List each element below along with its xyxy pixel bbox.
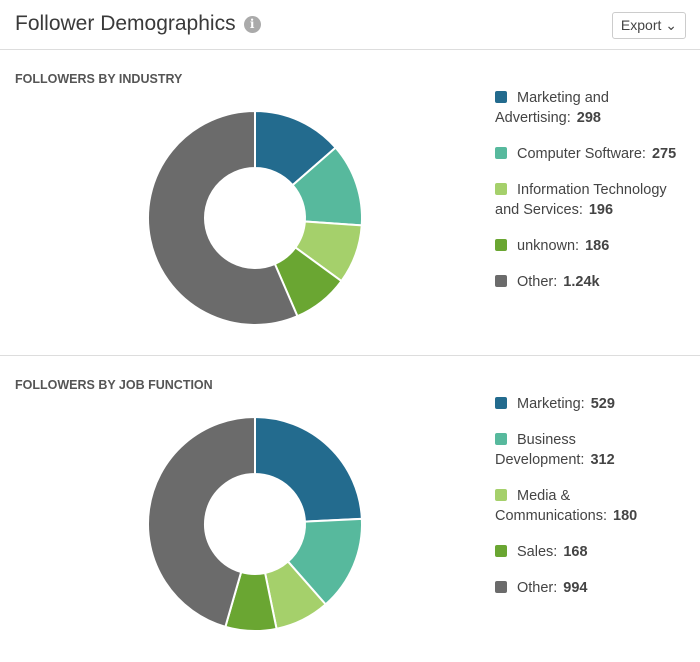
legend-label: Other: [517, 274, 558, 290]
legend-swatch [495, 239, 507, 251]
legend-item[interactable]: Other: 994 [495, 578, 685, 598]
legend-value: 1.24k [563, 274, 600, 290]
legend-value: 180 [613, 508, 638, 524]
legend-item[interactable]: Business Development: 312 [495, 430, 685, 470]
legend-value: 275 [651, 146, 677, 162]
legend-swatch [495, 433, 507, 445]
legend-item[interactable]: Other: 1.24k [495, 272, 685, 292]
legend-swatch [495, 275, 507, 287]
legend-label: Business Development: [495, 432, 585, 468]
legend-item[interactable]: Information Technology and Services: 196 [495, 180, 685, 220]
legend-swatch [495, 183, 507, 195]
legend-item[interactable]: Computer Software: 275 [495, 144, 685, 164]
industry-section: FOLLOWERS BY INDUSTRY Marketing and Adve… [0, 50, 700, 356]
job-function-section: FOLLOWERS BY JOB FUNCTION Marketing: 529 B… [0, 356, 700, 662]
legend: Marketing and Advertising: 298 Computer So… [495, 88, 685, 308]
donut-slice-other[interactable] [147, 109, 299, 326]
legend-item[interactable]: Media & Communications: 180 [495, 486, 685, 526]
header: Follower Demographics i Export ⌄ [0, 0, 700, 50]
legend-swatch [495, 91, 507, 103]
legend-value: 529 [590, 396, 615, 412]
legend-value: 298 [576, 110, 601, 126]
legend-item[interactable]: unknown: 186 [495, 236, 685, 256]
legend-item[interactable]: Sales: 168 [495, 542, 685, 562]
legend-label: Marketing and Advertising: [495, 90, 609, 126]
export-button[interactable]: Export ⌄ [611, 12, 686, 39]
info-icon[interactable]: i [243, 16, 261, 33]
job-function-donut-chart [147, 415, 363, 632]
legend-item[interactable]: Marketing and Advertising: 298 [495, 88, 685, 128]
legend: Marketing: 529 Business Development: 312 Med… [495, 394, 685, 614]
legend-swatch [495, 545, 507, 557]
legend-value: 312 [590, 452, 615, 468]
legend-label: unknown: [517, 238, 580, 254]
legend-swatch [495, 489, 507, 501]
legend-value: 994 [563, 580, 588, 596]
legend-label: Other: [517, 580, 558, 596]
legend-label: Information Technology and Services: [495, 182, 667, 218]
page-title: Follower Demographics i [15, 12, 261, 36]
legend-label: Marketing: [517, 396, 585, 412]
industry-donut-chart [147, 109, 363, 326]
legend-label: Sales: [517, 544, 558, 560]
section-title: FOLLOWERS BY INDUSTRY [15, 72, 183, 86]
legend-swatch [495, 581, 507, 593]
section-title: FOLLOWERS BY JOB FUNCTION [15, 378, 213, 392]
legend-value: 196 [588, 202, 614, 218]
legend-value: 186 [585, 238, 610, 254]
legend-label: Computer Software: [517, 146, 646, 162]
donut-slice-other[interactable] [147, 415, 256, 629]
legend-value: 168 [563, 544, 588, 560]
legend-item[interactable]: Marketing: 529 [495, 394, 685, 414]
divider [0, 355, 700, 356]
legend-swatch [495, 147, 507, 159]
legend-swatch [495, 397, 507, 409]
legend-label: Media & Communications: [495, 488, 608, 524]
donut-slice-marketing[interactable] [254, 415, 363, 523]
